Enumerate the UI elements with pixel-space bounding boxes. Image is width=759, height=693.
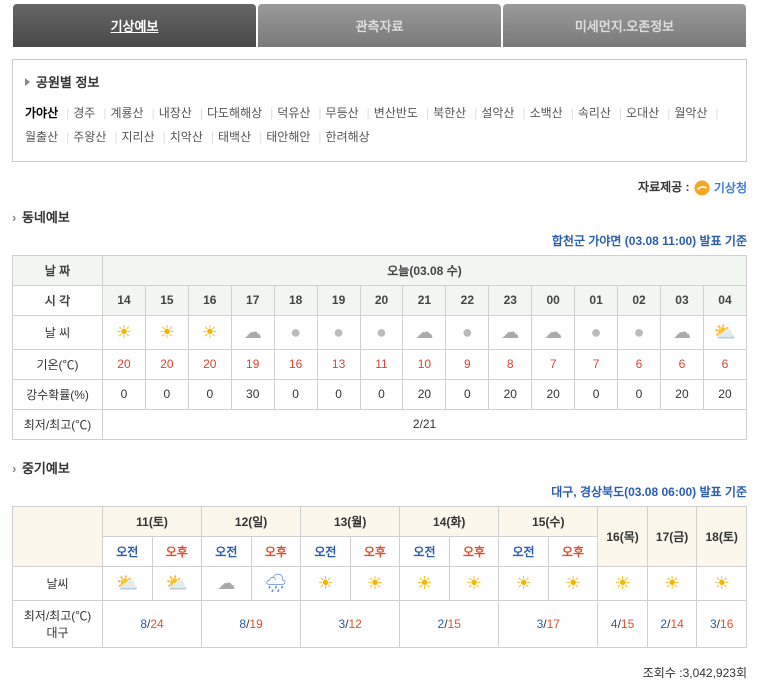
weather-icon: ☀ [350,566,400,600]
weather-icon: ☁ [489,315,532,349]
view-count: 조회수 :3,042,923회 [0,660,759,693]
park-link[interactable]: 북한산 [433,101,466,125]
swirl-icon [693,179,711,197]
chevron-icon: › [12,210,16,225]
weather-icon: ☁ [660,315,703,349]
weather-icon: ☀ [301,566,351,600]
hourly-section-title: › 동네예보 [0,201,759,232]
weather-icon: ⛅ [703,315,746,349]
park-link[interactable]: 치악산 [170,125,203,149]
ext-weather-header: 날씨 [13,566,103,600]
weather-icon: ☁ [202,566,252,600]
park-info-box: 공원별 정보 가야산|경주|계룡산|내장산|다도해해상|덕유산|무등산|변산반도… [12,59,747,162]
data-provider: 자료제공 : 기상청 [0,174,759,201]
hourly-minmax-header: 최저/최고(℃) [13,409,103,439]
weather-icon: ● [274,315,317,349]
park-link[interactable]: 설악산 [481,101,514,125]
weather-icon: ● [446,315,489,349]
weather-icon: ☀ [598,566,648,600]
hourly-temp-header: 기온(℃) [13,349,103,379]
hourly-table-wrap: 날 짜 오늘(03.08 수) 시 각 14151617181920212223… [0,255,759,452]
weather-icon: ☁ [231,315,274,349]
weather-icon: ☀ [188,315,231,349]
hourly-date-header: 날 짜 [13,255,103,285]
extended-announce: 대구, 경상북도(03.08 06:00) 발표 기준 [0,483,759,506]
weather-icon: ☁ [532,315,575,349]
hourly-time-header: 시 각 [13,285,103,315]
park-link[interactable]: 태백산 [218,125,251,149]
chevron-right-icon [25,78,30,86]
park-link[interactable]: 내장산 [159,101,192,125]
tab-관측자료[interactable]: 관측자료 [258,4,501,47]
chevron-icon: › [12,461,16,476]
weather-icon: ⛅ [103,566,153,600]
park-link[interactable]: 월출산 [25,125,58,149]
weather-icon: ⛅ [152,566,202,600]
main-tabs: 기상예보관측자료미세먼지.오존정보 [0,0,759,47]
weather-icon: 🌧 [251,566,301,600]
hourly-announce: 합천군 가야면 (03.08 11:00) 발표 기준 [0,232,759,255]
park-link[interactable]: 속리산 [578,101,611,125]
weather-icon: ☀ [697,566,747,600]
park-link[interactable]: 계룡산 [110,101,143,125]
tab-기상예보[interactable]: 기상예보 [13,4,256,47]
park-link[interactable]: 태안해안 [266,125,310,149]
park-link[interactable]: 덕유산 [277,101,310,125]
extended-section-title: › 중기예보 [0,452,759,483]
weather-icon: ● [618,315,661,349]
provider-label: 자료제공 : [638,180,690,194]
park-link[interactable]: 경주 [73,101,95,125]
park-link[interactable]: 다도해해상 [207,101,262,125]
park-link[interactable]: 무등산 [326,101,359,125]
weather-icon: ☀ [400,566,450,600]
hourly-table: 날 짜 오늘(03.08 수) 시 각 14151617181920212223… [12,255,747,440]
park-link[interactable]: 한려해상 [326,125,370,149]
park-link[interactable]: 소백산 [530,101,563,125]
hourly-precip-header: 강수확률(%) [13,379,103,409]
extended-table-wrap: 11(토)12(일)13(월)14(화)15(수)16(목)17(금)18(토)… [0,506,759,660]
park-link[interactable]: 지리산 [122,125,155,149]
weather-icon: ● [575,315,618,349]
hourly-minmax-value: 2/21 [103,409,747,439]
weather-icon: ☀ [499,566,549,600]
ext-minmax-header: 최저/최고(℃) 대구 [13,600,103,647]
park-link[interactable]: 변산반도 [374,101,418,125]
park-link[interactable]: 주왕산 [73,125,106,149]
extended-table: 11(토)12(일)13(월)14(화)15(수)16(목)17(금)18(토)… [12,506,747,648]
kma-logo[interactable]: 기상청 [693,179,747,197]
park-link[interactable]: 오대산 [626,101,659,125]
weather-icon: ● [360,315,403,349]
weather-icon: ☀ [103,315,146,349]
park-info-label: 공원별 정보 [36,72,99,91]
provider-name: 기상청 [714,179,747,196]
weather-icon: ☀ [449,566,499,600]
park-link[interactable]: 가야산 [25,101,58,125]
weather-icon: ☀ [647,566,697,600]
park-link[interactable]: 월악산 [674,101,707,125]
hourly-weather-header: 날 씨 [13,315,103,349]
tab-미세먼지.오존정보[interactable]: 미세먼지.오존정보 [503,4,746,47]
weather-icon: ☁ [403,315,446,349]
weather-icon: ● [317,315,360,349]
weather-icon: ☀ [145,315,188,349]
park-info-title: 공원별 정보 [25,72,734,91]
hourly-date-value: 오늘(03.08 수) [103,255,747,285]
park-list: 가야산|경주|계룡산|내장산|다도해해상|덕유산|무등산|변산반도|북한산|설악… [25,101,734,149]
weather-icon: ☀ [548,566,598,600]
